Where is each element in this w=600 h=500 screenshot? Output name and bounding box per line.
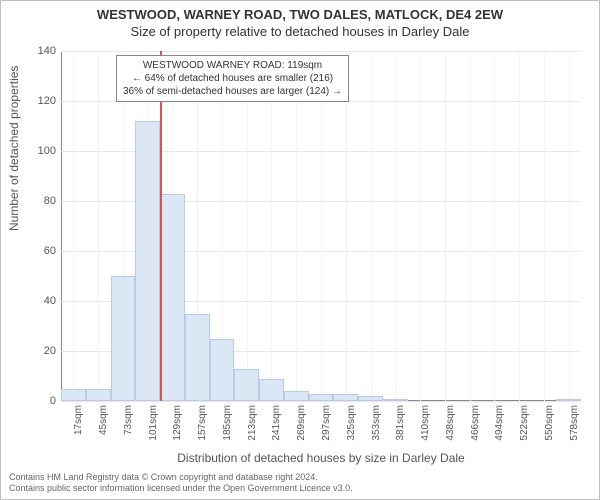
- xtick-label: 550sqm: [544, 405, 555, 445]
- histogram-bar: [135, 121, 160, 401]
- grid-line-v: [296, 51, 297, 401]
- histogram-bar: [358, 396, 383, 401]
- grid-line-v: [247, 51, 248, 401]
- histogram-bar: [259, 379, 284, 402]
- ytick-label: 100: [21, 145, 56, 157]
- grid-line-v: [445, 51, 446, 401]
- xtick-label: 494sqm: [494, 405, 505, 445]
- xtick-label: 213sqm: [247, 405, 258, 445]
- grid-line-v: [494, 51, 495, 401]
- plot-area: 02040608010012014017sqm45sqm73sqm101sqm1…: [61, 51, 581, 401]
- ytick-label: 20: [21, 345, 56, 357]
- histogram-bar: [333, 394, 358, 402]
- annotation-line-1: WESTWOOD WARNEY ROAD: 119sqm: [123, 59, 342, 72]
- y-axis-label: Number of detached properties: [7, 66, 21, 231]
- xtick-label: 438sqm: [445, 405, 456, 445]
- xtick-label: 353sqm: [371, 405, 382, 445]
- annotation-line-3: 36% of semi-detached houses are larger (…: [123, 85, 342, 98]
- y-axis-line: [61, 51, 62, 401]
- xtick-label: 325sqm: [346, 405, 357, 445]
- footer-line-2: Contains public sector information licen…: [9, 483, 353, 495]
- grid-line-v: [420, 51, 421, 401]
- grid-line-v: [98, 51, 99, 401]
- ytick-label: 80: [21, 195, 56, 207]
- grid-line-v: [519, 51, 520, 401]
- grid-line-v: [395, 51, 396, 401]
- chart-title-main: WESTWOOD, WARNEY ROAD, TWO DALES, MATLOC…: [1, 7, 599, 22]
- grid-line-v: [73, 51, 74, 401]
- histogram-bar: [111, 276, 136, 401]
- annotation-line-2: ← 64% of detached houses are smaller (21…: [123, 72, 342, 85]
- xtick-label: 241sqm: [271, 405, 282, 445]
- grid-line-v: [544, 51, 545, 401]
- histogram-bar: [160, 194, 185, 402]
- annotation-box: WESTWOOD WARNEY ROAD: 119sqm← 64% of det…: [116, 55, 349, 102]
- xtick-label: 578sqm: [569, 405, 580, 445]
- xtick-label: 522sqm: [519, 405, 530, 445]
- histogram-bar: [234, 369, 259, 402]
- grid-line-v: [569, 51, 570, 401]
- histogram-bar: [86, 389, 111, 402]
- xtick-label: 101sqm: [148, 405, 159, 445]
- xtick-label: 157sqm: [197, 405, 208, 445]
- xtick-label: 73sqm: [123, 405, 134, 445]
- histogram-bar: [61, 389, 86, 402]
- footer-attribution: Contains HM Land Registry data © Crown c…: [9, 472, 353, 495]
- grid-line-v: [321, 51, 322, 401]
- grid-line-v: [371, 51, 372, 401]
- xtick-label: 381sqm: [395, 405, 406, 445]
- ytick-label: 120: [21, 95, 56, 107]
- x-axis-label: Distribution of detached houses by size …: [61, 451, 581, 465]
- ytick-label: 60: [21, 245, 56, 257]
- histogram-bar: [309, 394, 334, 402]
- marker-line: [160, 51, 162, 401]
- xtick-label: 466sqm: [470, 405, 481, 445]
- xtick-label: 297sqm: [321, 405, 332, 445]
- histogram-bar: [284, 391, 309, 401]
- grid-line-v: [470, 51, 471, 401]
- footer-line-1: Contains HM Land Registry data © Crown c…: [9, 472, 353, 484]
- xtick-label: 410sqm: [420, 405, 431, 445]
- chart-title-sub: Size of property relative to detached ho…: [1, 24, 599, 39]
- xtick-label: 129sqm: [172, 405, 183, 445]
- histogram-bar: [210, 339, 235, 402]
- histogram-bar: [185, 314, 210, 402]
- xtick-label: 45sqm: [98, 405, 109, 445]
- grid-line-h: [61, 401, 581, 402]
- xtick-label: 185sqm: [222, 405, 233, 445]
- ytick-label: 140: [21, 45, 56, 57]
- ytick-label: 40: [21, 295, 56, 307]
- grid-line-v: [271, 51, 272, 401]
- ytick-label: 0: [21, 395, 56, 407]
- histogram-bar: [383, 399, 408, 402]
- grid-line-v: [346, 51, 347, 401]
- histogram-bar: [556, 399, 581, 402]
- xtick-label: 269sqm: [296, 405, 307, 445]
- chart-container: WESTWOOD, WARNEY ROAD, TWO DALES, MATLOC…: [0, 0, 600, 500]
- xtick-label: 17sqm: [73, 405, 84, 445]
